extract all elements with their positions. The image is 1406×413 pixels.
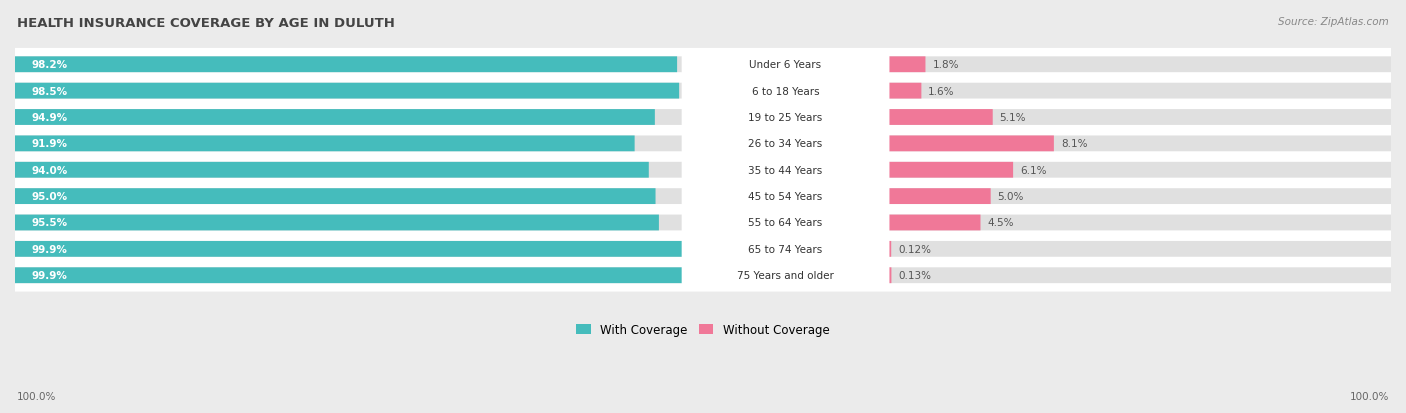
FancyBboxPatch shape bbox=[15, 189, 1391, 204]
Text: 94.9%: 94.9% bbox=[31, 113, 67, 123]
FancyBboxPatch shape bbox=[889, 57, 925, 73]
FancyBboxPatch shape bbox=[682, 161, 890, 180]
Text: Under 6 Years: Under 6 Years bbox=[749, 60, 821, 70]
Text: Source: ZipAtlas.com: Source: ZipAtlas.com bbox=[1278, 17, 1389, 26]
Text: 94.0%: 94.0% bbox=[31, 165, 67, 176]
Legend: With Coverage, Without Coverage: With Coverage, Without Coverage bbox=[572, 318, 834, 341]
FancyBboxPatch shape bbox=[15, 83, 679, 99]
Text: 1.6%: 1.6% bbox=[928, 86, 955, 96]
FancyBboxPatch shape bbox=[15, 110, 655, 126]
Text: 19 to 25 Years: 19 to 25 Years bbox=[748, 113, 823, 123]
FancyBboxPatch shape bbox=[682, 266, 890, 285]
Text: 98.2%: 98.2% bbox=[31, 60, 67, 70]
FancyBboxPatch shape bbox=[13, 75, 1393, 108]
FancyBboxPatch shape bbox=[889, 189, 991, 204]
FancyBboxPatch shape bbox=[889, 110, 993, 126]
FancyBboxPatch shape bbox=[889, 162, 1014, 178]
FancyBboxPatch shape bbox=[15, 241, 689, 257]
FancyBboxPatch shape bbox=[889, 83, 921, 99]
FancyBboxPatch shape bbox=[15, 162, 648, 178]
FancyBboxPatch shape bbox=[15, 241, 1391, 257]
Text: 0.12%: 0.12% bbox=[898, 244, 931, 254]
FancyBboxPatch shape bbox=[682, 56, 890, 74]
Text: 6.1%: 6.1% bbox=[1019, 165, 1046, 176]
FancyBboxPatch shape bbox=[15, 215, 659, 231]
FancyBboxPatch shape bbox=[13, 128, 1393, 160]
FancyBboxPatch shape bbox=[15, 83, 1391, 99]
Text: 45 to 54 Years: 45 to 54 Years bbox=[748, 192, 823, 202]
FancyBboxPatch shape bbox=[682, 214, 890, 232]
Text: 100.0%: 100.0% bbox=[1350, 391, 1389, 401]
Text: 4.5%: 4.5% bbox=[987, 218, 1014, 228]
FancyBboxPatch shape bbox=[15, 268, 1391, 283]
FancyBboxPatch shape bbox=[889, 136, 1054, 152]
FancyBboxPatch shape bbox=[889, 268, 891, 283]
FancyBboxPatch shape bbox=[15, 215, 1391, 231]
Text: HEALTH INSURANCE COVERAGE BY AGE IN DULUTH: HEALTH INSURANCE COVERAGE BY AGE IN DULU… bbox=[17, 17, 395, 29]
FancyBboxPatch shape bbox=[15, 268, 689, 283]
Text: 26 to 34 Years: 26 to 34 Years bbox=[748, 139, 823, 149]
Text: 99.9%: 99.9% bbox=[31, 271, 67, 280]
FancyBboxPatch shape bbox=[682, 188, 890, 206]
FancyBboxPatch shape bbox=[682, 109, 890, 127]
FancyBboxPatch shape bbox=[15, 136, 634, 152]
Text: 1.8%: 1.8% bbox=[932, 60, 959, 70]
FancyBboxPatch shape bbox=[15, 110, 1391, 126]
FancyBboxPatch shape bbox=[13, 49, 1393, 81]
FancyBboxPatch shape bbox=[13, 102, 1393, 134]
FancyBboxPatch shape bbox=[15, 162, 1391, 178]
FancyBboxPatch shape bbox=[15, 57, 1391, 73]
Text: 35 to 44 Years: 35 to 44 Years bbox=[748, 165, 823, 176]
Text: 95.0%: 95.0% bbox=[31, 192, 67, 202]
Text: 5.1%: 5.1% bbox=[1000, 113, 1026, 123]
Text: 100.0%: 100.0% bbox=[17, 391, 56, 401]
Text: 6 to 18 Years: 6 to 18 Years bbox=[752, 86, 820, 96]
Text: 0.13%: 0.13% bbox=[898, 271, 931, 280]
FancyBboxPatch shape bbox=[13, 206, 1393, 239]
FancyBboxPatch shape bbox=[13, 233, 1393, 266]
Text: 5.0%: 5.0% bbox=[998, 192, 1024, 202]
Text: 65 to 74 Years: 65 to 74 Years bbox=[748, 244, 823, 254]
FancyBboxPatch shape bbox=[15, 57, 678, 73]
Text: 98.5%: 98.5% bbox=[31, 86, 67, 96]
Text: 91.9%: 91.9% bbox=[31, 139, 67, 149]
Text: 8.1%: 8.1% bbox=[1060, 139, 1087, 149]
Text: 95.5%: 95.5% bbox=[31, 218, 67, 228]
FancyBboxPatch shape bbox=[13, 180, 1393, 213]
Text: 99.9%: 99.9% bbox=[31, 244, 67, 254]
FancyBboxPatch shape bbox=[889, 215, 980, 231]
Text: 75 Years and older: 75 Years and older bbox=[737, 271, 834, 280]
FancyBboxPatch shape bbox=[13, 259, 1393, 292]
FancyBboxPatch shape bbox=[682, 82, 890, 101]
FancyBboxPatch shape bbox=[13, 154, 1393, 187]
FancyBboxPatch shape bbox=[682, 240, 890, 259]
FancyBboxPatch shape bbox=[15, 189, 655, 204]
FancyBboxPatch shape bbox=[15, 136, 1391, 152]
FancyBboxPatch shape bbox=[889, 241, 891, 257]
FancyBboxPatch shape bbox=[682, 135, 890, 153]
Text: 55 to 64 Years: 55 to 64 Years bbox=[748, 218, 823, 228]
